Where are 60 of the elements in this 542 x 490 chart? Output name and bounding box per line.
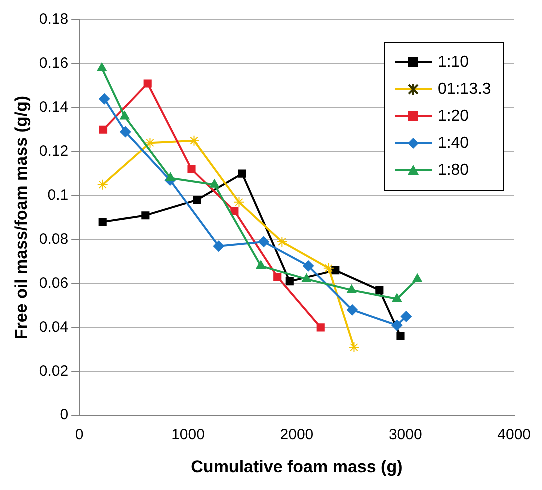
x-tick-label: 3000 (388, 426, 422, 444)
point (346, 304, 358, 316)
point (120, 126, 132, 138)
legend-label: 1:80 (438, 162, 470, 180)
y-tick-label: 0.04 (39, 318, 69, 336)
legend-label: 1:10 (438, 54, 470, 72)
point (99, 126, 108, 134)
legend-label: 1:20 (438, 108, 470, 126)
y-tick-label: 0.08 (39, 230, 69, 248)
point (230, 207, 239, 216)
point (332, 266, 340, 275)
point (400, 311, 412, 322)
point (376, 286, 384, 294)
x-tick-label: 4000 (498, 426, 532, 444)
y-tick-label: 0.02 (39, 362, 69, 380)
y-tick-label: 0.06 (39, 274, 69, 292)
point (302, 274, 312, 282)
point (348, 342, 360, 353)
point (234, 196, 245, 208)
x-tick-label: 2000 (280, 426, 314, 444)
legend-label: 1:40 (438, 134, 470, 152)
point (213, 240, 224, 252)
point (412, 274, 422, 282)
point (188, 135, 200, 146)
point (238, 170, 246, 178)
point (210, 179, 220, 188)
point (98, 218, 107, 226)
point (144, 80, 152, 88)
point (142, 212, 150, 220)
y-tick-label: 0.1 (48, 186, 69, 204)
point (97, 62, 107, 72)
point (274, 273, 282, 282)
point (258, 236, 270, 248)
x-axis-title: Cumulative foam mass (g) (191, 457, 403, 476)
point (144, 138, 156, 149)
point (347, 284, 357, 294)
x-tick-label: 1000 (172, 426, 205, 444)
x-tick-label: 0 (75, 426, 84, 444)
point (286, 278, 294, 286)
point (166, 172, 176, 182)
y-tick-label: 0 (60, 406, 69, 424)
point (316, 324, 325, 332)
point (97, 179, 108, 190)
point (256, 260, 266, 270)
point (303, 260, 314, 272)
point (396, 332, 405, 341)
legend-label: 01:13.3 (438, 80, 492, 98)
y-tick-label: 0.14 (39, 99, 69, 116)
y-tick-label: 0.16 (39, 55, 69, 72)
point (323, 262, 334, 274)
y-tick-label: 0.12 (39, 143, 69, 160)
point (276, 236, 288, 248)
point (392, 320, 403, 331)
point (120, 111, 130, 120)
point (193, 196, 202, 204)
point (188, 165, 196, 174)
y-tick-label: 0.18 (39, 11, 69, 28)
point (392, 294, 402, 302)
y-axis-title: Free oil mass/foam mass (g/g) (12, 96, 31, 340)
point (99, 94, 110, 105)
